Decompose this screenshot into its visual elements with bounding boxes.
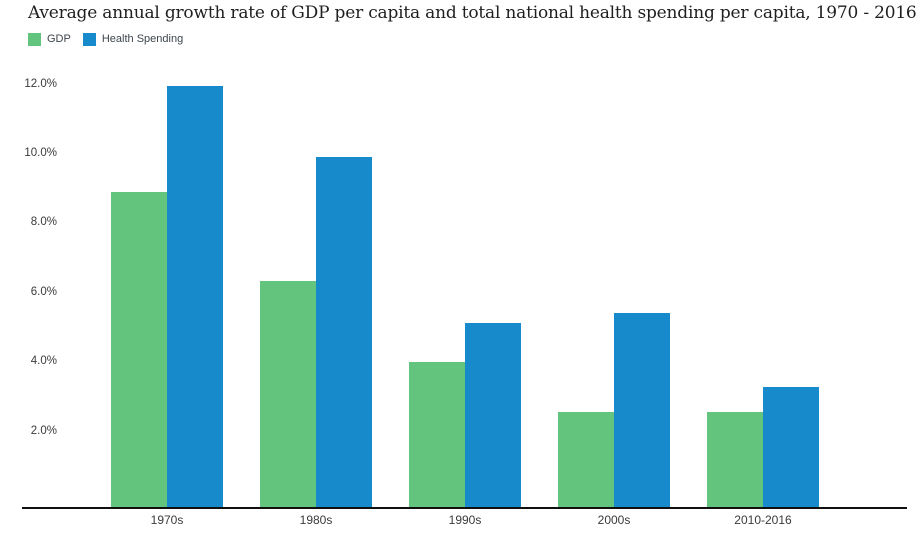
y-axis-tick-label: 2.0% [30, 424, 57, 437]
x-axis-label-2010-2016: 2010-2016 [734, 513, 792, 527]
legend-item-health-spending[interactable]: Health Spending [82, 33, 184, 46]
chart-title: Average annual growth rate of GDP per ca… [28, 3, 916, 23]
x-axis-label-1970s: 1970s [150, 513, 184, 527]
y-axis-tick-label: 12.0% [24, 77, 57, 90]
legend-swatch-icon [28, 33, 41, 46]
legend-swatch-icon [82, 33, 96, 46]
y-axis-tick-label: 6.0% [30, 285, 57, 298]
bar-gdp-2000s [558, 412, 614, 508]
y-axis-tick-label: 4.0% [30, 355, 57, 368]
bar-gdp-1990s [409, 362, 465, 508]
bar-health-spending-2010-2016 [763, 387, 819, 508]
bar-health-spending-1980s [316, 157, 372, 508]
y-axis-tick-label: 8.0% [30, 216, 57, 229]
bar-gdp-1970s [111, 192, 167, 508]
x-axis-label-1990s: 1990s [448, 513, 482, 527]
bar-health-spending-2000s [614, 313, 670, 508]
bar-gdp-2010-2016 [707, 412, 763, 508]
y-axis-tick-label: 10.0% [24, 147, 57, 159]
bar-health-spending-1970s [167, 86, 223, 508]
x-axis-label-2000s: 2000s [597, 513, 631, 527]
legend-item-gdp[interactable]: GDP [28, 33, 71, 46]
legend: GDP Health Spending [28, 33, 183, 46]
bar-gdp-1980s [260, 281, 316, 508]
bar-health-spending-1990s [465, 323, 521, 508]
legend-item-label: GDP [47, 33, 71, 45]
legend-item-label: Health Spending [101, 33, 184, 45]
x-axis-label-1980s: 1980s [299, 513, 333, 527]
x-axis-line [22, 507, 907, 509]
